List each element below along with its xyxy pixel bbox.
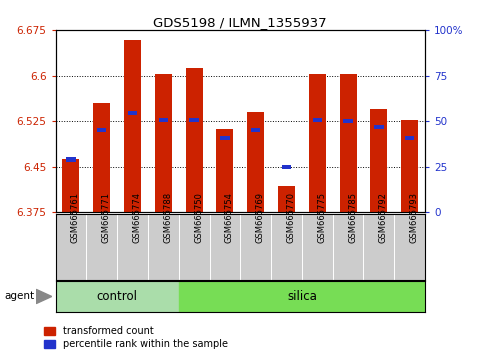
Text: GSM665792: GSM665792 [379,192,388,243]
Bar [340,74,356,212]
Bar [247,112,264,212]
Bar [128,111,137,115]
Bar [343,119,353,124]
Bar [251,128,260,132]
Text: GSM665761: GSM665761 [71,192,80,243]
Text: GSM665775: GSM665775 [317,192,327,243]
Bar [124,40,141,212]
Bar [189,118,199,122]
Bar [220,136,229,140]
Bar [405,136,414,140]
Text: GSM665750: GSM665750 [194,192,203,243]
Legend: transformed count, percentile rank within the sample: transformed count, percentile rank withi… [43,326,228,349]
Bar [56,281,179,312]
Bar [216,129,233,212]
Text: GSM665770: GSM665770 [286,192,296,243]
Bar [93,103,110,212]
Bar [66,158,76,162]
Bar [179,281,425,312]
Bar [185,68,202,212]
Text: GSM665769: GSM665769 [256,192,265,243]
Text: GSM665793: GSM665793 [410,192,419,243]
Text: GSM665788: GSM665788 [163,192,172,243]
Bar [374,125,384,130]
Bar [370,109,387,212]
Text: agent: agent [5,291,35,302]
Bar [158,118,168,122]
Text: GSM665754: GSM665754 [225,192,234,243]
Text: silica: silica [287,290,317,303]
Text: GSM665771: GSM665771 [102,192,111,243]
Bar [62,159,79,212]
Bar [97,128,106,132]
Text: control: control [97,290,138,303]
Bar [278,186,295,212]
Bar [155,74,172,212]
Title: GDS5198 / ILMN_1355937: GDS5198 / ILMN_1355937 [154,16,327,29]
Bar [282,165,291,169]
Bar [309,74,326,212]
Polygon shape [36,290,52,303]
Bar [313,118,322,122]
Text: GSM665785: GSM665785 [348,192,357,243]
Text: GSM665774: GSM665774 [132,192,142,243]
Bar [401,120,418,212]
